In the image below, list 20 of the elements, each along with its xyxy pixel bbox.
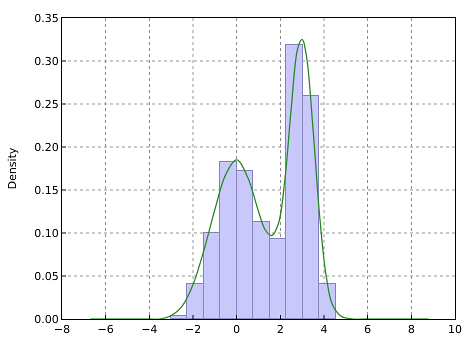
y-tick-label: 0.35 bbox=[34, 12, 59, 25]
line-series bbox=[90, 38, 430, 319]
x-tick-label: 10 bbox=[448, 323, 462, 336]
x-tick-label: −6 bbox=[98, 323, 114, 336]
x-tick-label: 0 bbox=[233, 323, 240, 336]
y-tick-label: 0.25 bbox=[34, 98, 59, 111]
x-tick-label: 8 bbox=[408, 323, 415, 336]
x-tick-label: −8 bbox=[54, 323, 70, 336]
y-tick-label: 0.20 bbox=[34, 140, 59, 154]
x-tick-label: −2 bbox=[184, 323, 202, 336]
y-axis-title: Density bbox=[6, 147, 19, 190]
x-tick-label: 4 bbox=[320, 323, 328, 336]
y-tick-label: 0.10 bbox=[34, 226, 59, 240]
y-tick-label: 0.05 bbox=[34, 270, 59, 283]
y-tick-label: 0.15 bbox=[34, 184, 59, 197]
y-tick-label: 0.00 bbox=[34, 312, 59, 326]
x-tick-label: 6 bbox=[364, 323, 372, 336]
y-tick-label: 0.30 bbox=[34, 54, 59, 68]
x-tick-label: −4 bbox=[141, 323, 158, 336]
x-tick-label: 2 bbox=[276, 323, 284, 336]
